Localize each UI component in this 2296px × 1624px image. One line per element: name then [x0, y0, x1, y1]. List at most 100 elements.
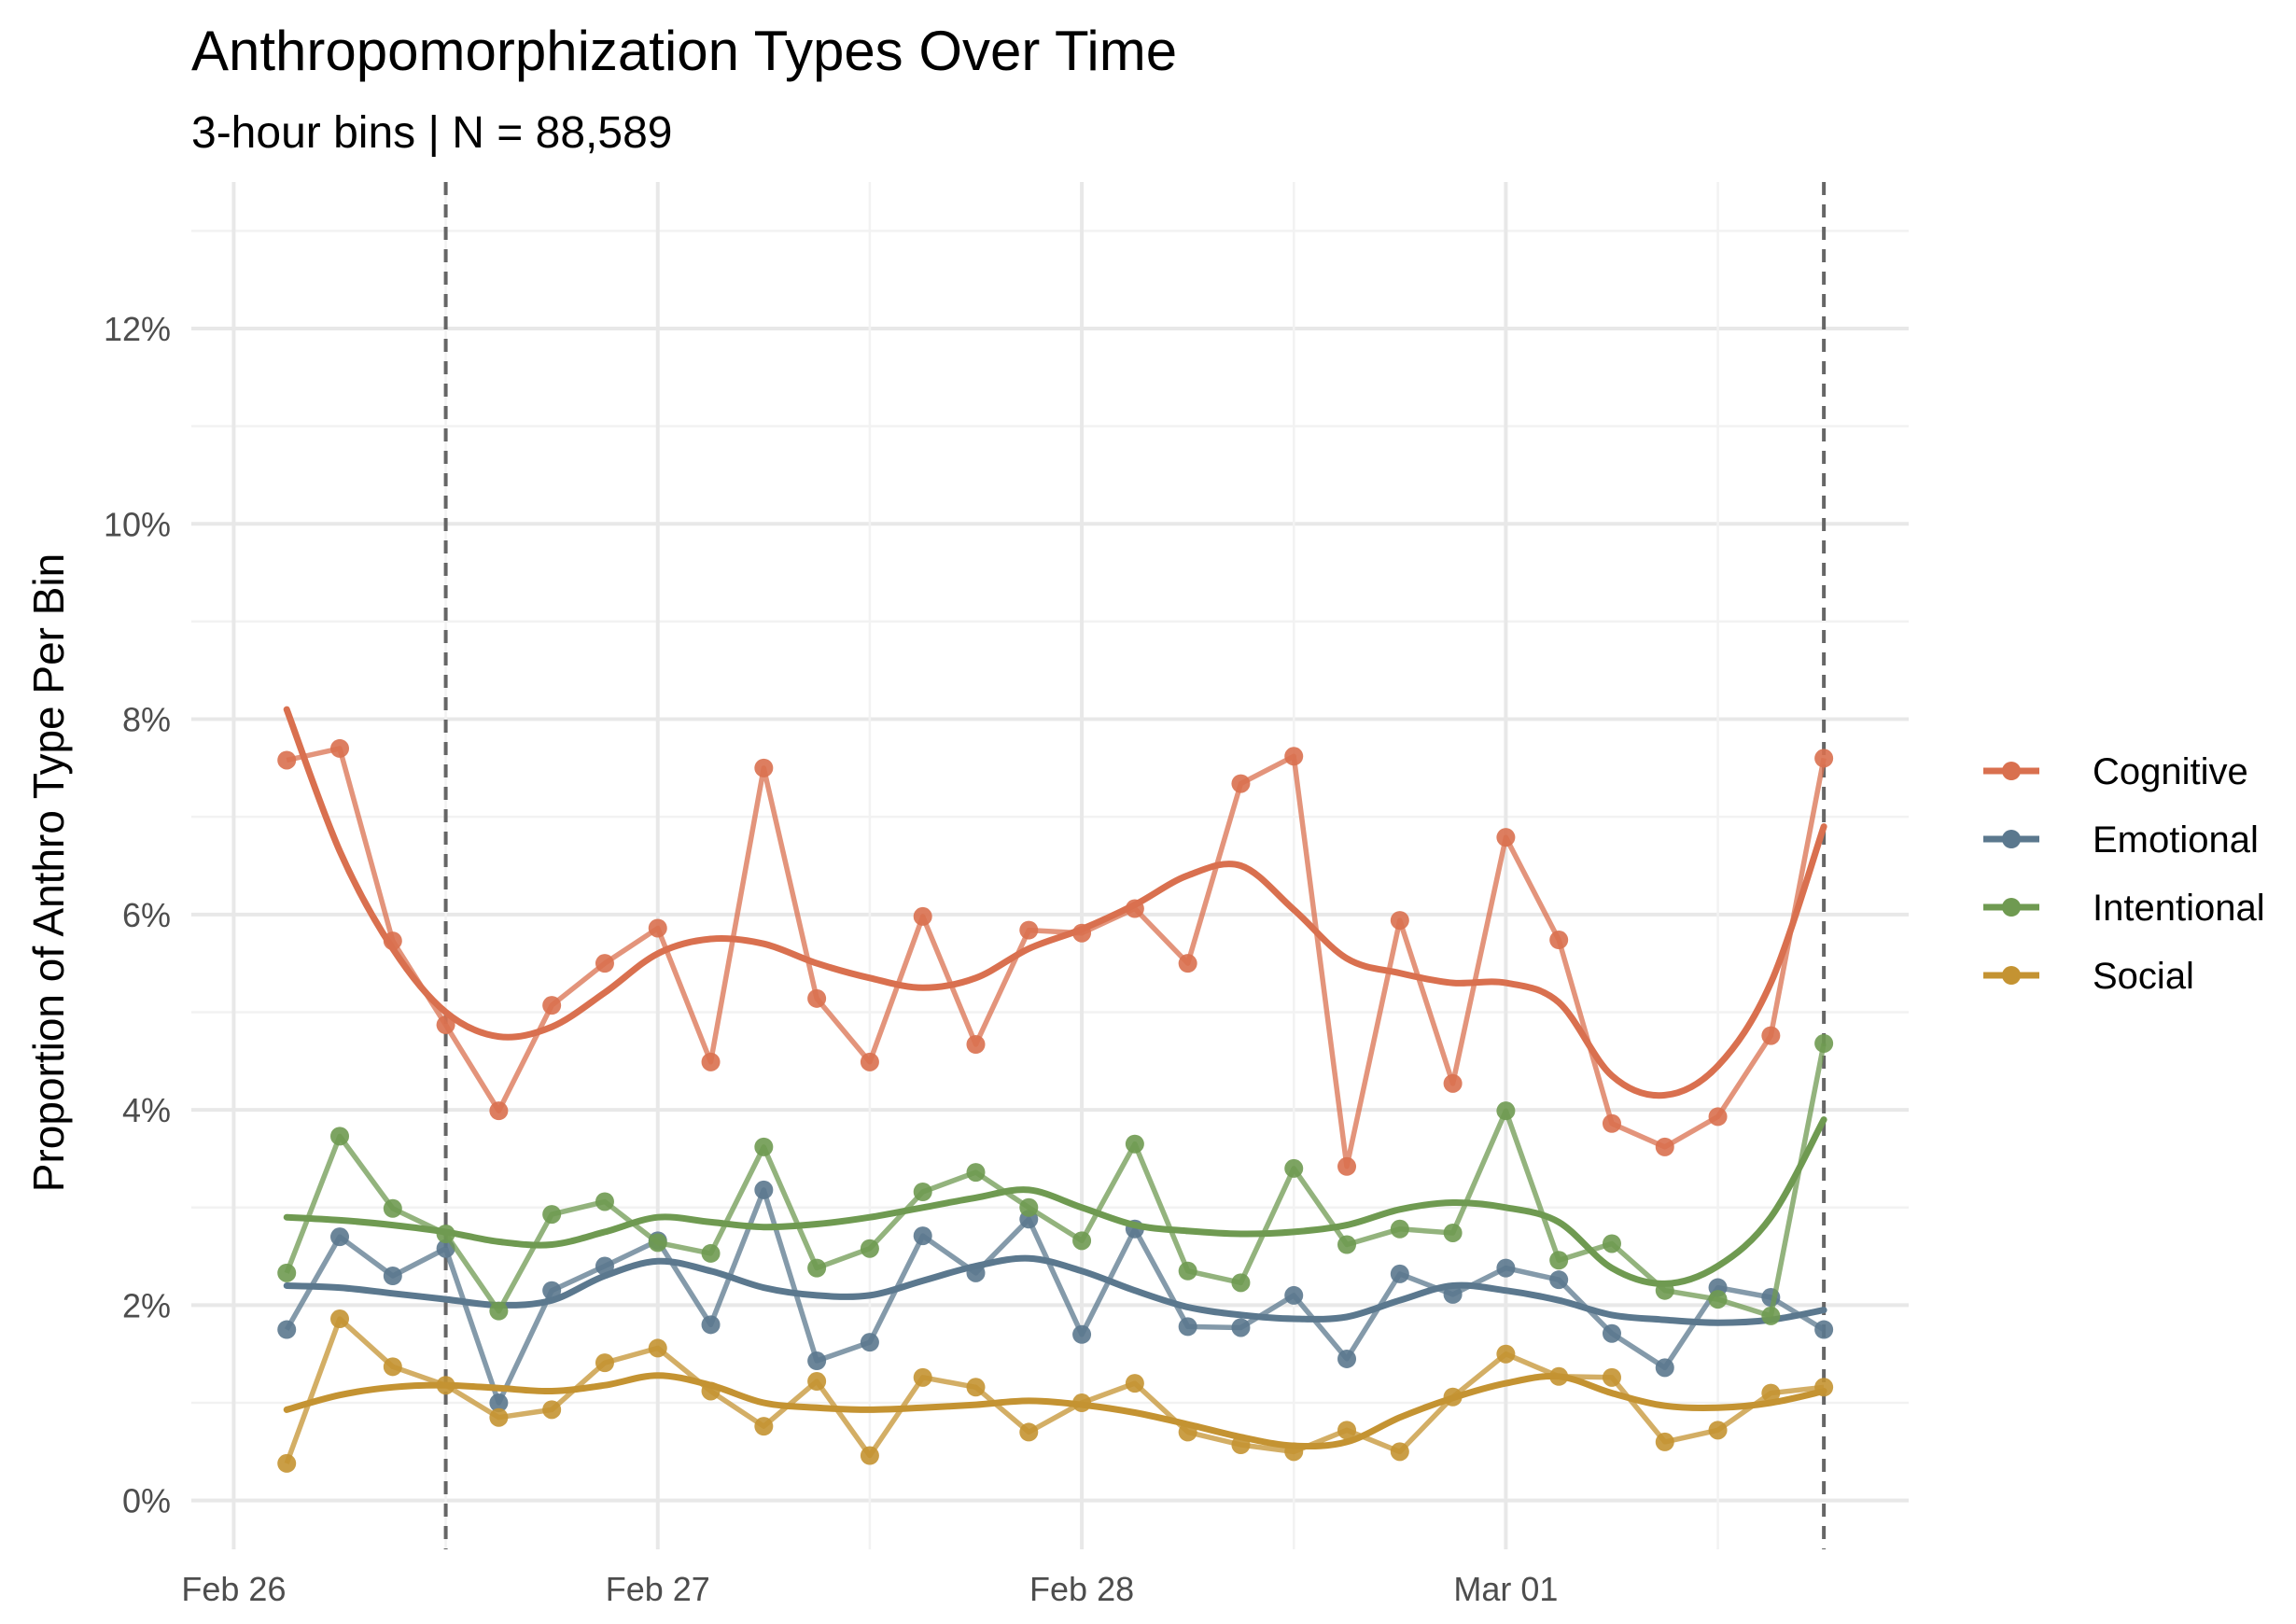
data-point	[648, 1233, 667, 1253]
data-point	[1284, 1285, 1304, 1305]
data-point	[1814, 1320, 1834, 1339]
legend-item-intentional: Intentional	[1983, 888, 2265, 929]
data-point	[1178, 1317, 1197, 1337]
data-point	[913, 1226, 932, 1246]
legend-label: Social	[2093, 956, 2194, 997]
data-point	[1496, 1344, 1516, 1364]
x-tick-label: Mar 01	[1453, 1570, 1558, 1608]
data-point	[754, 758, 774, 777]
data-point	[1125, 1134, 1144, 1154]
data-point	[436, 1225, 455, 1244]
data-point	[913, 1183, 932, 1202]
data-point	[1019, 1197, 1039, 1217]
y-axis-ticks: 0% 2% 4% 6% 8% 10% 12%	[104, 310, 171, 1520]
data-point	[277, 750, 297, 770]
data-point	[1761, 1383, 1781, 1403]
series-line	[284, 1187, 1826, 1406]
data-point	[1337, 1421, 1357, 1440]
data-point	[701, 1052, 721, 1071]
data-point	[1337, 1235, 1357, 1254]
data-point	[383, 1267, 402, 1285]
chart-subtitle: 3-hour bins | N = 88,589	[191, 108, 672, 158]
data-point	[383, 931, 402, 951]
data-point	[542, 1281, 562, 1300]
series-line	[286, 746, 1827, 1169]
series-trend	[283, 1254, 1827, 1326]
data-point	[1602, 1234, 1621, 1253]
data-point	[1655, 1358, 1674, 1378]
data-point	[860, 1446, 879, 1465]
data-point	[1708, 1290, 1728, 1309]
y-tick-label: 0%	[122, 1482, 171, 1520]
legend: Cognitive Emotional Intentional Social	[1983, 751, 2265, 997]
data-point	[1072, 1393, 1092, 1413]
data-point	[1125, 1374, 1144, 1393]
legend-key-point	[2002, 898, 2021, 917]
series-cognitive	[277, 706, 1834, 1176]
data-point	[807, 1351, 827, 1371]
grid	[191, 182, 1909, 1549]
data-point	[1655, 1281, 1674, 1300]
data-point	[1337, 1156, 1357, 1176]
data-point	[1178, 954, 1197, 973]
y-tick-label: 12%	[104, 310, 171, 348]
data-point	[542, 1205, 562, 1225]
data-point	[807, 988, 827, 1008]
data-point	[1708, 1421, 1728, 1440]
data-point	[1602, 1367, 1621, 1387]
data-point	[1072, 1324, 1092, 1344]
legend-key-point	[2002, 966, 2021, 985]
data-point	[1125, 899, 1144, 918]
data-point	[701, 1243, 721, 1263]
data-point	[1549, 931, 1569, 950]
data-point	[277, 1263, 297, 1282]
data-point	[807, 1372, 827, 1392]
data-point	[1443, 1223, 1463, 1242]
data-point	[966, 1163, 986, 1183]
data-point	[542, 996, 562, 1015]
data-point	[701, 1315, 721, 1335]
series-trend	[283, 706, 1827, 1099]
data-point	[1390, 1442, 1409, 1462]
legend-label: Intentional	[2093, 888, 2265, 929]
data-point	[966, 1263, 986, 1282]
data-point	[1390, 1264, 1409, 1283]
legend-label: Cognitive	[2093, 751, 2248, 792]
series-trend	[283, 1372, 1827, 1450]
legend-key-point	[2002, 830, 2021, 848]
data-point	[1072, 1231, 1092, 1251]
data-point	[807, 1258, 827, 1278]
data-point	[1231, 1435, 1251, 1455]
x-tick-label: Feb 26	[181, 1570, 286, 1608]
data-point	[383, 1357, 402, 1377]
data-point	[913, 1367, 932, 1387]
data-point	[1708, 1107, 1728, 1127]
data-point	[1284, 747, 1304, 766]
data-point	[913, 906, 932, 926]
data-point	[1496, 1101, 1516, 1121]
data-point	[1549, 1366, 1569, 1386]
y-axis-title: Proportion of Anthro Type Per Bin	[24, 553, 73, 1192]
data-point	[1178, 1422, 1197, 1442]
data-point	[860, 1333, 879, 1352]
data-point	[595, 954, 614, 973]
data-point	[1443, 1284, 1463, 1304]
data-point	[489, 1301, 509, 1321]
data-point	[330, 738, 350, 758]
data-point	[1072, 923, 1092, 943]
data-point	[330, 1127, 350, 1146]
legend-item-social: Social	[1983, 956, 2194, 997]
x-axis-ticks: Feb 26 Feb 27 Feb 28 Mar 01	[181, 1570, 1558, 1608]
data-point	[754, 1417, 774, 1436]
data-point	[1284, 1442, 1304, 1462]
data-point	[1231, 1318, 1251, 1337]
data-point	[277, 1320, 297, 1339]
legend-item-emotional: Emotional	[1983, 819, 2259, 861]
data-point	[1443, 1073, 1463, 1093]
data-point	[1602, 1323, 1621, 1343]
data-point	[595, 1192, 614, 1211]
data-point	[1390, 911, 1409, 931]
series-trend	[283, 1116, 1827, 1287]
data-point	[1231, 774, 1251, 793]
